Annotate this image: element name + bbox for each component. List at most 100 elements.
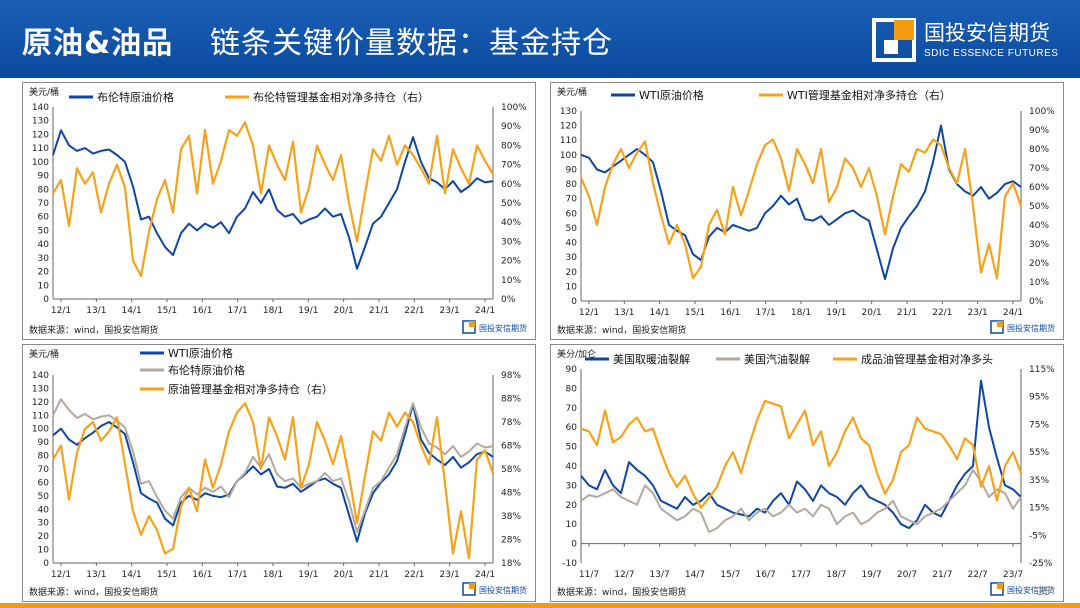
x-tick-label: 11/7: [579, 570, 599, 580]
x-tick-label: 16/1: [192, 306, 212, 316]
y-tick-left: -10: [562, 559, 577, 569]
bottom-accent-bar: [0, 603, 1080, 608]
x-tick-label: 13/1: [614, 308, 634, 318]
x-tick-label: 12/7: [614, 570, 634, 580]
small-logo: 国投安信期货: [462, 582, 527, 596]
small-logo-text: 国投安信期货: [479, 323, 527, 333]
x-tick-label: 17/1: [756, 308, 776, 318]
y-tick-left: 110: [32, 144, 49, 154]
y-tick-right: 58%: [501, 465, 521, 475]
y-tick-right: 98%: [501, 371, 521, 381]
unit-label: 美分/加仑: [557, 348, 596, 360]
x-tick-label: 19/1: [826, 308, 846, 318]
y-tick-left: 70: [566, 195, 578, 205]
y-tick-left: 120: [32, 130, 49, 140]
x-tick-label: 22/1: [404, 570, 424, 580]
y-tick-left: 60: [566, 209, 578, 219]
series-line-gray: [580, 468, 1022, 533]
x-tick-label: 23/1: [440, 306, 460, 316]
x-tick-label: 18/7: [826, 570, 846, 580]
x-tick-label: 13/1: [86, 570, 106, 580]
small-logo-accent: [469, 583, 475, 589]
x-tick-label: 20/1: [862, 308, 882, 318]
y-tick-left: 120: [32, 398, 49, 408]
x-tick-label: 20/1: [334, 306, 354, 316]
x-tick-label: 17/1: [228, 570, 248, 580]
legend-label: 布伦特原油价格: [97, 90, 174, 104]
x-tick-label: 16/1: [192, 570, 212, 580]
x-tick-label: 12/1: [51, 570, 71, 580]
y-tick-left: 110: [560, 136, 577, 146]
x-tick-label: 21/1: [897, 308, 917, 318]
y-tick-left: 140: [32, 103, 49, 113]
chart-brent: 美元/桶 0 10 20 30 40 50 60 70 80 90 100 110 120 130 140 0%…: [29, 86, 527, 336]
y-tick-right: 15%: [1029, 504, 1049, 514]
small-logo-accent: [997, 583, 1003, 589]
y-tick-left: 60: [38, 213, 50, 223]
x-tick-label: 18/1: [263, 570, 283, 580]
x-tick-label: 16/1: [720, 308, 740, 318]
header-banner: 原油&油品 链条关键价量数据：基金持仓 国投安信期货 SDIC ESSENCE …: [0, 0, 1080, 78]
y-tick-right: 50%: [1029, 202, 1049, 212]
y-tick-right: 18%: [501, 559, 521, 569]
page-number: 15: [1036, 584, 1050, 598]
series-line-gray: [52, 398, 494, 534]
y-tick-left: 60: [38, 478, 50, 488]
x-tick-label: 20/7: [897, 570, 917, 580]
x-tick-label: 21/1: [369, 306, 389, 316]
y-tick-right: 88%: [501, 395, 521, 405]
y-tick-right: 35%: [1029, 476, 1049, 486]
x-tick-label: 24/1: [1003, 308, 1023, 318]
y-tick-right: 68%: [501, 442, 521, 452]
source-note: 数据来源：wind，国投安信期货: [29, 324, 158, 336]
small-logo-text: 国投安信期货: [479, 585, 527, 595]
x-tick-label: 17/7: [791, 570, 811, 580]
x-tick-label: 22/1: [932, 308, 952, 318]
y-tick-left: 20: [566, 501, 578, 511]
source-note: 数据来源：wind，国投安信期货: [557, 586, 686, 598]
small-logo-accent: [469, 321, 475, 327]
y-tick-right: 0%: [501, 295, 516, 305]
small-logo-accent: [997, 321, 1003, 327]
y-tick-left: 40: [38, 240, 50, 250]
y-tick-right: 30%: [1029, 240, 1049, 250]
x-tick-label: 20/1: [334, 570, 354, 580]
y-tick-left: 10: [566, 282, 578, 292]
y-tick-right: 90%: [501, 122, 521, 132]
x-tick-label: 19/7: [862, 570, 882, 580]
y-tick-left: 30: [566, 253, 578, 263]
x-tick-label: 14/7: [685, 570, 705, 580]
chart-panel-2: 美元/桶 0 10 20 30 40 50 60 70 80 90 100 110 120 130 0% 10%…: [550, 82, 1064, 340]
x-tick-label: 15/1: [157, 570, 177, 580]
x-tick-label: 22/7: [968, 570, 988, 580]
chart-panel-3: 美元/桶 0 10 20 30 40 50 60 70 80 90 100 110 120 130 140 18…: [22, 344, 536, 602]
y-tick-right: 60%: [501, 180, 521, 190]
y-tick-right: 10%: [501, 276, 521, 286]
y-tick-left: 70: [38, 465, 50, 475]
legend-label: 美国汽油裂解: [744, 352, 810, 366]
company-logo: 国投安信期货 SDIC ESSENCE FUTURES: [872, 14, 1062, 66]
y-tick-left: 40: [566, 239, 578, 249]
y-tick-left: 30: [38, 254, 50, 264]
x-tick-label: 14/1: [122, 306, 142, 316]
chart-panel-1: 美元/桶 0 10 20 30 40 50 60 70 80 90 100 110 120 130 140 0%…: [22, 82, 536, 340]
unit-label: 美元/桶: [29, 86, 59, 98]
y-tick-right: 80%: [501, 141, 521, 151]
legend-label: 布伦特管理基金相对净多持仓（右）: [253, 90, 429, 104]
y-tick-right: 40%: [1029, 221, 1049, 231]
y-tick-left: 80: [566, 180, 578, 190]
y-tick-left: 80: [566, 384, 578, 394]
logo-text-cn: 国投安信期货: [924, 21, 1050, 45]
chart-panel-4: 美分/加仑 -10 0 10 20 30 40 50 60 70 80 90 -25% -5% 15% 35%…: [550, 344, 1064, 602]
legend-label: 原油管理基金相对净多持仓（右）: [168, 382, 333, 396]
legend-label: WTI原油价格: [639, 88, 704, 102]
x-tick-label: 23/7: [1003, 570, 1023, 580]
x-tick-label: 19/1: [298, 306, 318, 316]
y-tick-right: -5%: [1029, 531, 1047, 541]
y-tick-right: 95%: [1029, 393, 1049, 403]
y-tick-left: 20: [566, 268, 578, 278]
x-tick-label: 24/1: [475, 306, 495, 316]
x-tick-label: 23/1: [968, 308, 988, 318]
y-tick-left: 50: [566, 443, 578, 453]
legend-label: 布伦特原油价格: [168, 363, 245, 377]
